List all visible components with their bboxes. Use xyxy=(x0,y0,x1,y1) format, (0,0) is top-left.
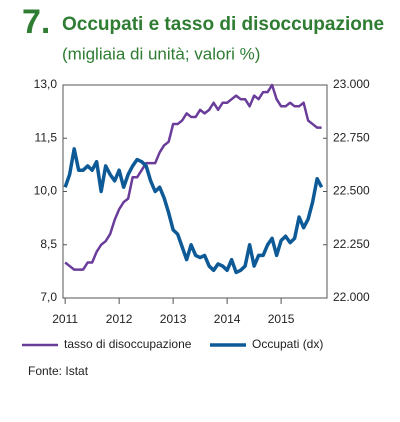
source: Fonte: Istat xyxy=(28,364,89,378)
y-tick-label: 11,5 xyxy=(35,130,58,144)
series-line xyxy=(63,147,324,275)
y2-tick-label: 22.750 xyxy=(333,130,370,144)
x-tick-label: 2011 xyxy=(52,312,78,326)
y-tick-label: 7,0 xyxy=(40,290,57,304)
x-tick-label: 2012 xyxy=(106,312,133,326)
figure-number: 7. xyxy=(22,3,50,41)
y2-tick-label: 22.250 xyxy=(333,237,370,251)
x-tick-label: 2014 xyxy=(214,312,241,326)
y-tick-label: 10,0 xyxy=(34,184,58,198)
legend-label: tasso di disoccupazione xyxy=(64,337,192,351)
chart-subtitle: (migliaia di unità; valori %) xyxy=(62,44,260,63)
y-tick-label: 8,5 xyxy=(40,237,57,251)
y2-tick-label: 22.500 xyxy=(333,184,370,198)
x-tick-label: 2015 xyxy=(268,312,295,326)
chart-title: Occupati e tasso di disoccupazione xyxy=(62,14,384,35)
y-tick-label: 13,0 xyxy=(34,77,58,91)
y2-tick-label: 22.000 xyxy=(333,290,370,304)
x-tick-label: 2013 xyxy=(160,312,187,326)
series-line xyxy=(64,83,322,271)
legend-label: Occupati (dx) xyxy=(252,337,323,351)
y2-tick-label: 23.000 xyxy=(333,77,370,91)
